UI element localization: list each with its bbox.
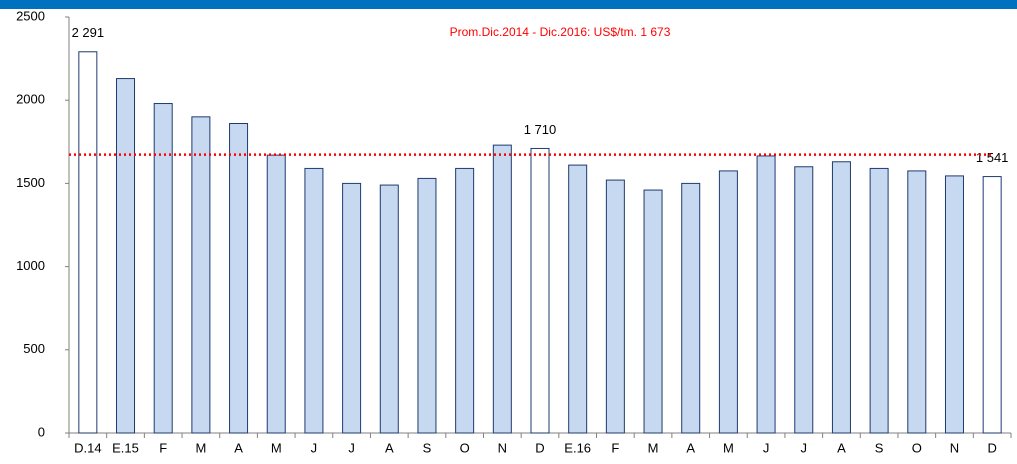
x-tick-label: N: [950, 440, 959, 455]
x-tick-label: E.15: [112, 440, 139, 455]
x-tick-label: F: [611, 440, 619, 455]
bar: [266, 154, 286, 434]
bar: [530, 147, 550, 434]
value-label: 2 291: [72, 25, 105, 40]
header-band: [0, 0, 1017, 9]
bar: [643, 189, 663, 434]
bar: [153, 103, 173, 434]
y-tick-label: 1000: [16, 258, 45, 273]
bar: [342, 182, 362, 434]
x-tick-label: D: [535, 440, 544, 455]
y-tick-label: 2500: [16, 8, 45, 23]
bar: [756, 155, 776, 434]
bar: [907, 170, 927, 434]
value-label: 1 710: [524, 122, 557, 137]
x-tick-label: M: [195, 440, 206, 455]
bar: [831, 161, 851, 434]
x-tick-label: A: [686, 440, 695, 455]
x-tick-label: A: [837, 440, 846, 455]
x-tick-label: O: [460, 440, 470, 455]
x-tick-label: A: [385, 440, 394, 455]
bar: [681, 182, 701, 434]
x-tick-label: J: [801, 440, 808, 455]
x-tick-label: F: [159, 440, 167, 455]
bar: [568, 164, 588, 434]
bar: [492, 144, 512, 434]
x-tick-label: D: [987, 440, 996, 455]
bar: [191, 116, 211, 434]
bar: [455, 167, 475, 434]
x-tick-label: M: [271, 440, 282, 455]
bar: [379, 184, 399, 434]
bar: [869, 167, 889, 434]
bar: [417, 177, 437, 434]
bar: [944, 175, 964, 434]
x-tick-label: M: [648, 440, 659, 455]
bar: [605, 179, 625, 434]
x-tick-label: S: [423, 440, 432, 455]
bar: [982, 176, 1002, 434]
x-tick-label: O: [912, 440, 922, 455]
annotation: Prom.Dic.2014 - Dic.2016: US$/tm. 1 673: [450, 25, 671, 39]
bar: [116, 78, 136, 434]
y-tick-label: 0: [38, 424, 45, 439]
x-tick-label: S: [875, 440, 884, 455]
bar: [718, 170, 738, 434]
y-tick-label: 500: [23, 341, 45, 356]
x-tick-label: A: [234, 440, 243, 455]
x-tick-label: J: [763, 440, 770, 455]
x-tick-label: D.14: [74, 440, 101, 455]
x-tick-label: J: [311, 440, 318, 455]
x-tick-label: M: [723, 440, 734, 455]
bar: [78, 51, 98, 434]
x-tick-label: E.16: [564, 440, 591, 455]
y-tick-label: 2000: [16, 92, 45, 107]
y-tick-label: 1500: [16, 175, 45, 190]
bar: [794, 166, 814, 434]
bar: [304, 167, 324, 434]
x-tick-label: J: [348, 440, 355, 455]
x-tick-label: N: [498, 440, 507, 455]
bar: [229, 122, 249, 434]
value-label: 1 541: [976, 150, 1009, 165]
